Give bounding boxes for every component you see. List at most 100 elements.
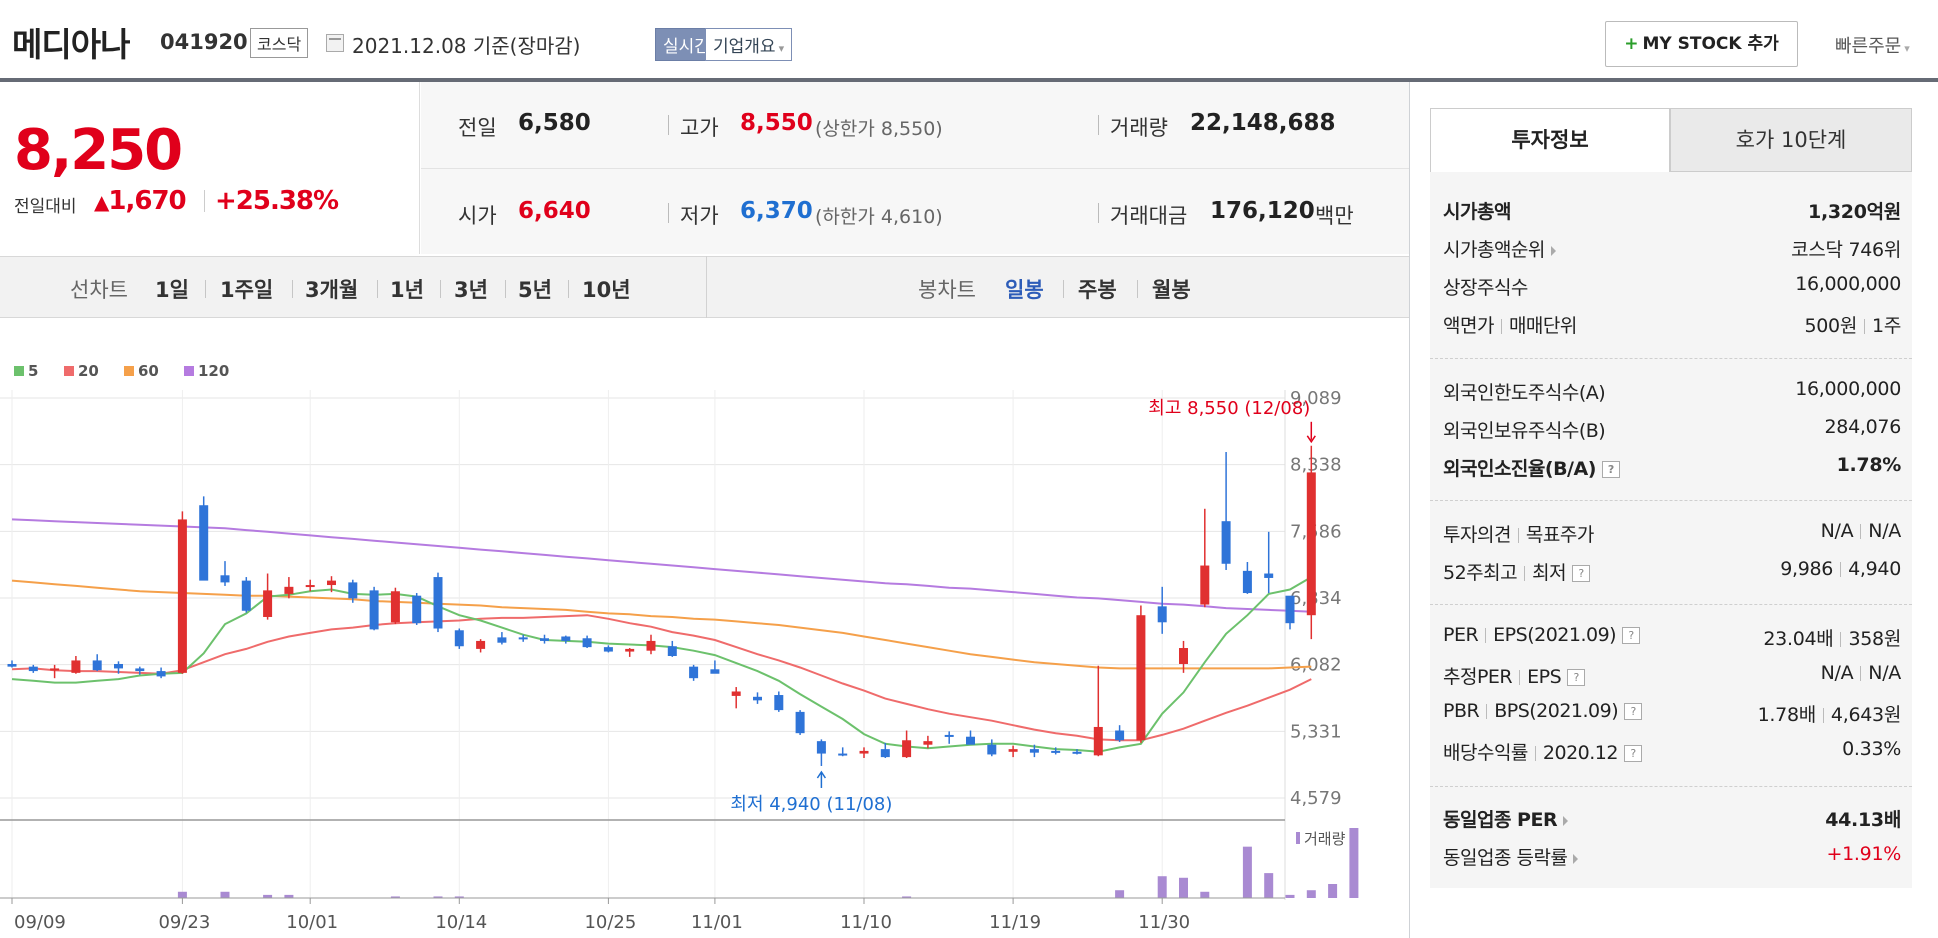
help-icon[interactable]: ? xyxy=(1601,461,1620,478)
invest-value: 44.13배 xyxy=(1825,805,1901,832)
divider xyxy=(1840,562,1842,577)
quick-order-button[interactable]: 빠른주문 ▾ xyxy=(1835,32,1910,58)
x-tick-label: 11/30 xyxy=(1138,912,1190,933)
candle xyxy=(476,640,486,649)
up-triangle-icon: ▲ xyxy=(94,190,109,214)
candle-daily[interactable]: 일봉 xyxy=(1005,278,1044,302)
candle xyxy=(582,638,592,648)
invest-value: N/A N/A xyxy=(1821,520,1902,542)
caret-right-icon[interactable] xyxy=(1573,853,1579,864)
candle xyxy=(731,691,741,696)
invest-value: 1.78배 4,643원 xyxy=(1758,700,1902,727)
mystock-add-button[interactable]: + MY STOCK 추가 xyxy=(1605,21,1798,67)
period-3y[interactable]: 3년 xyxy=(454,278,488,302)
tab-orderbook[interactable]: 호가 10단계 xyxy=(1670,108,1912,172)
invest-label-text: 배당수익률 xyxy=(1443,742,1528,764)
price-box xyxy=(0,82,420,254)
period-5y[interactable]: 5년 xyxy=(518,278,552,302)
volume-bar xyxy=(1115,890,1125,898)
help-icon[interactable]: ? xyxy=(1572,565,1591,582)
divider xyxy=(205,280,206,298)
volume-bar xyxy=(1349,828,1359,898)
volume-bar xyxy=(1328,884,1338,898)
help-icon[interactable]: ? xyxy=(1623,745,1642,762)
invest-row: 상장주식수 16,000,000 xyxy=(1443,273,1901,303)
invest-value-text: 23.04배 xyxy=(1763,628,1834,650)
candle xyxy=(540,638,549,641)
divider xyxy=(377,280,378,298)
volume-legend-swatch xyxy=(1296,832,1300,844)
calendar-icon xyxy=(326,34,344,52)
candle xyxy=(1221,521,1231,564)
min-arrow-head xyxy=(816,770,827,779)
invest-row: 외국인한도주식수(A) 16,000,000 xyxy=(1443,378,1901,408)
x-tick-label: 09/09 xyxy=(14,912,66,933)
candle xyxy=(1136,615,1146,741)
invest-value: 23.04배 358원 xyxy=(1763,624,1901,651)
invest-value: N/A N/A xyxy=(1821,662,1902,684)
invest-label: PER EPS(2021.09)? xyxy=(1443,624,1641,646)
help-icon[interactable]: ? xyxy=(1624,703,1643,720)
candle xyxy=(1008,749,1018,752)
invest-label-text: 목표주가 xyxy=(1525,524,1594,546)
candle-chart-label: 봉차트 xyxy=(918,278,976,302)
y-tick-label: 9,089 xyxy=(1290,388,1342,409)
volume-bar xyxy=(220,891,230,898)
candle xyxy=(71,660,81,673)
invest-label-text: PBR xyxy=(1443,700,1480,722)
invest-value: 1,320억원 xyxy=(1808,197,1901,224)
candle xyxy=(369,590,379,630)
period-1y[interactable]: 1년 xyxy=(390,278,424,302)
y-tick-label: 6,082 xyxy=(1290,655,1342,676)
divider xyxy=(204,190,205,212)
caret-right-icon[interactable] xyxy=(1563,815,1569,826)
candle xyxy=(944,734,954,737)
low-value: 6,370 xyxy=(740,198,813,224)
candle xyxy=(859,750,869,754)
price-diff-value: 1,670 xyxy=(108,186,186,216)
legend-swatch xyxy=(64,366,74,376)
period-1d[interactable]: 1일 xyxy=(155,278,189,302)
legend-label: 60 xyxy=(138,362,159,380)
candle xyxy=(753,696,762,701)
invest-label: 동일업종 PER xyxy=(1443,805,1569,832)
volume-legend-label: 거래량 xyxy=(1304,830,1346,848)
candle xyxy=(114,663,123,669)
line-chart-label: 선차트 xyxy=(70,278,128,302)
invest-label-text: BPS(2021.09) xyxy=(1494,700,1619,722)
invest-label-text: 시가총액순위 xyxy=(1443,239,1545,261)
help-icon[interactable]: ? xyxy=(1567,669,1586,686)
divider xyxy=(1860,666,1862,681)
candle xyxy=(518,637,528,640)
max-arrow-head xyxy=(1306,435,1316,444)
period-10y[interactable]: 10년 xyxy=(582,278,631,302)
period-3m[interactable]: 3개월 xyxy=(305,278,359,302)
open-label: 시가 xyxy=(458,204,497,228)
volume-bar xyxy=(263,894,273,898)
divider xyxy=(1840,632,1842,647)
caret-right-icon[interactable] xyxy=(1550,245,1556,256)
candle xyxy=(667,646,677,657)
invest-value: 코스닥 746위 xyxy=(1791,235,1901,262)
period-1w[interactable]: 1주일 xyxy=(220,278,274,302)
candle xyxy=(1072,751,1082,754)
price-diff-pct: +25.38% xyxy=(215,186,339,216)
candle xyxy=(28,666,38,672)
candle-monthly[interactable]: 월봉 xyxy=(1152,278,1191,302)
high-label: 고가 xyxy=(680,116,719,140)
tab-invest-info[interactable]: 투자정보 xyxy=(1430,108,1670,172)
company-overview-button[interactable]: 기업개요 ▾ xyxy=(705,28,793,61)
invest-row: 외국인보유주식수(B) 284,076 xyxy=(1443,416,1901,446)
help-icon[interactable]: ? xyxy=(1622,627,1641,644)
invest-label-text: 52주최고 xyxy=(1443,562,1518,584)
candle-weekly[interactable]: 주봉 xyxy=(1078,278,1117,302)
candle xyxy=(1306,472,1316,616)
invest-label-text: 액면가 xyxy=(1443,315,1494,337)
divider xyxy=(1500,319,1502,334)
x-tick-label: 11/01 xyxy=(691,912,743,933)
invest-value-text: 1,320억원 xyxy=(1808,201,1901,223)
price-chart[interactable]: 9,0898,3387,5866,8346,0825,3314,57952060… xyxy=(0,320,1409,938)
divider xyxy=(440,280,441,298)
invest-label-text: 시가총액 xyxy=(1443,201,1511,223)
divider xyxy=(505,280,506,298)
